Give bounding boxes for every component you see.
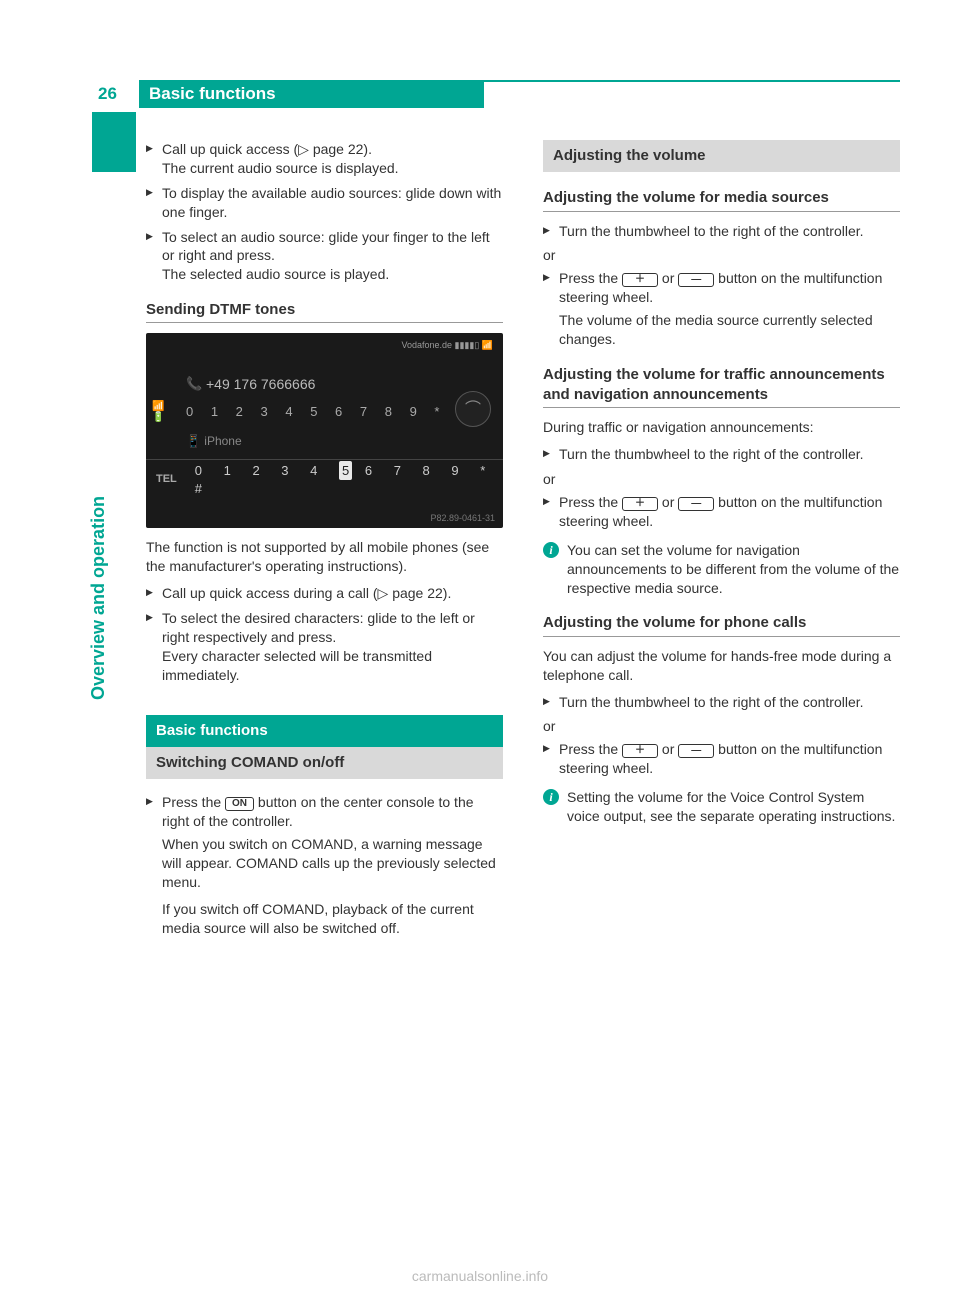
step-item: Turn the thumbwheel to the right of the …: [543, 222, 900, 241]
plus-button-icon: ＋: [622, 497, 658, 511]
heading-traffic-volume: Adjusting the volume for traffic announc…: [543, 365, 900, 409]
step-text: The volume of the media source currently…: [559, 311, 900, 349]
info-text: You can set the volume for navigation an…: [567, 542, 899, 596]
step-item: To select an audio source: glide your fi…: [146, 228, 503, 285]
step-text: To select the desired characters: glide …: [162, 609, 503, 647]
step-text: The selected audio source is played.: [162, 265, 503, 284]
info-icon: i: [543, 789, 559, 805]
step-text: Every character selected will be transmi…: [162, 647, 503, 685]
phone-icon: 📞: [186, 375, 202, 393]
bottom-keypad: TEL 0 1 2 3 4 5 6 7 8 9 * #: [146, 467, 503, 491]
comand-screenshot: Vodafone.de ▮▮▮▮▯ 📶 📶🔋 📞 +49 176 7666666…: [146, 333, 503, 528]
plus-button-icon: ＋: [622, 744, 658, 758]
minus-button-icon: —: [678, 497, 714, 511]
or-label: or: [543, 246, 900, 265]
left-column: Call up quick access (▷ page 22). The cu…: [146, 140, 503, 943]
step-item: Press the ON button on the center consol…: [146, 793, 503, 937]
info-note: i You can set the volume for navigation …: [543, 541, 900, 598]
header-rule: [484, 80, 900, 82]
step-text: If you switch off COMAND, playback of th…: [162, 900, 503, 938]
step-text: When you switch on COMAND, a warning mes…: [162, 835, 503, 892]
content-columns: Call up quick access (▷ page 22). The cu…: [146, 140, 900, 943]
step-text: To select an audio source: glide your fi…: [162, 228, 503, 266]
hangup-icon: ⌒: [455, 391, 491, 427]
step-item: Turn the thumbwheel to the right of the …: [543, 693, 900, 712]
right-column: Adjusting the volume Adjusting the volum…: [543, 140, 900, 943]
step-text: Call up quick access during a call (▷ pa…: [162, 584, 503, 603]
step-text: To display the available audio sources: …: [162, 184, 503, 222]
digits-pre: 0 1 2 3 4: [195, 463, 339, 478]
subsection-heading: Adjusting the volume: [543, 140, 900, 172]
info-note: i Setting the volume for the Voice Contr…: [543, 788, 900, 826]
step-item: Call up quick access (▷ page 22). The cu…: [146, 140, 503, 178]
on-button-icon: ON: [225, 797, 254, 811]
device-label: 📱 iPhone: [186, 433, 242, 449]
figure-code: P82.89-0461-31: [430, 512, 495, 524]
status-bar: Vodafone.de ▮▮▮▮▯ 📶: [401, 339, 493, 351]
step-item: Call up quick access during a call (▷ pa…: [146, 584, 503, 603]
heading-phone-volume: Adjusting the volume for phone calls: [543, 613, 900, 636]
step-text: Turn the thumbwheel to the right of the …: [559, 445, 900, 464]
subsection-heading: Switching COMAND on/off: [146, 747, 503, 779]
step-text: The current audio source is displayed.: [162, 159, 503, 178]
heading-dtmf: Sending DTMF tones: [146, 300, 503, 323]
tel-label: TEL: [146, 472, 177, 487]
step-text: or: [658, 494, 678, 510]
step-text: Turn the thumbwheel to the right of the …: [559, 693, 900, 712]
section-side-label: Overview and operation: [88, 496, 109, 700]
or-label: or: [543, 470, 900, 489]
or-label: or: [543, 717, 900, 736]
step-text: Turn the thumbwheel to the right of the …: [559, 222, 900, 241]
info-text: Setting the volume for the Voice Control…: [567, 789, 895, 824]
step-text: Call up quick access (▷ page 22).: [162, 140, 503, 159]
bottom-digits: 0 1 2 3 4 5 6 7 8 9 * #: [177, 461, 503, 498]
step-item: Press the ＋ or — button on the multifunc…: [543, 493, 900, 531]
step-item: Turn the thumbwheel to the right of the …: [543, 445, 900, 464]
minus-button-icon: —: [678, 273, 714, 287]
step-text: or: [658, 270, 678, 286]
step-item: Press the ＋ or — button on the multifunc…: [543, 740, 900, 778]
keypad-digits: 0 1 2 3 4 5 6 7 8 9 * #: [186, 403, 471, 421]
step-item: To select the desired characters: glide …: [146, 609, 503, 685]
step-item: Press the ＋ or — button on the multifunc…: [543, 269, 900, 349]
step-item: To display the available audio sources: …: [146, 184, 503, 222]
header-bar: Basic functions: [92, 80, 900, 108]
thumb-tab: [92, 112, 136, 172]
phone-number: +49 176 7666666: [206, 375, 315, 394]
manual-page: 26 Basic functions Overview and operatio…: [0, 0, 960, 1302]
side-icons: 📶🔋: [152, 401, 164, 423]
minus-button-icon: —: [678, 744, 714, 758]
step-text: or: [658, 741, 678, 757]
step-text: Press the: [559, 741, 622, 757]
section-heading: Basic functions: [146, 715, 503, 747]
step-text: Press the: [162, 794, 225, 810]
step-text: Press the: [559, 270, 622, 286]
header-title: Basic functions: [139, 80, 484, 108]
paragraph: You can adjust the volume for hands-free…: [543, 647, 900, 685]
selected-digit: 5: [339, 461, 352, 481]
heading-media-volume: Adjusting the volume for media sources: [543, 188, 900, 211]
plus-button-icon: ＋: [622, 273, 658, 287]
step-text: Press the: [559, 494, 622, 510]
info-icon: i: [543, 542, 559, 558]
paragraph: During traffic or navigation announcemen…: [543, 418, 900, 437]
footer-watermark: carmanualsonline.info: [0, 1268, 960, 1284]
paragraph: The function is not supported by all mob…: [146, 538, 503, 576]
